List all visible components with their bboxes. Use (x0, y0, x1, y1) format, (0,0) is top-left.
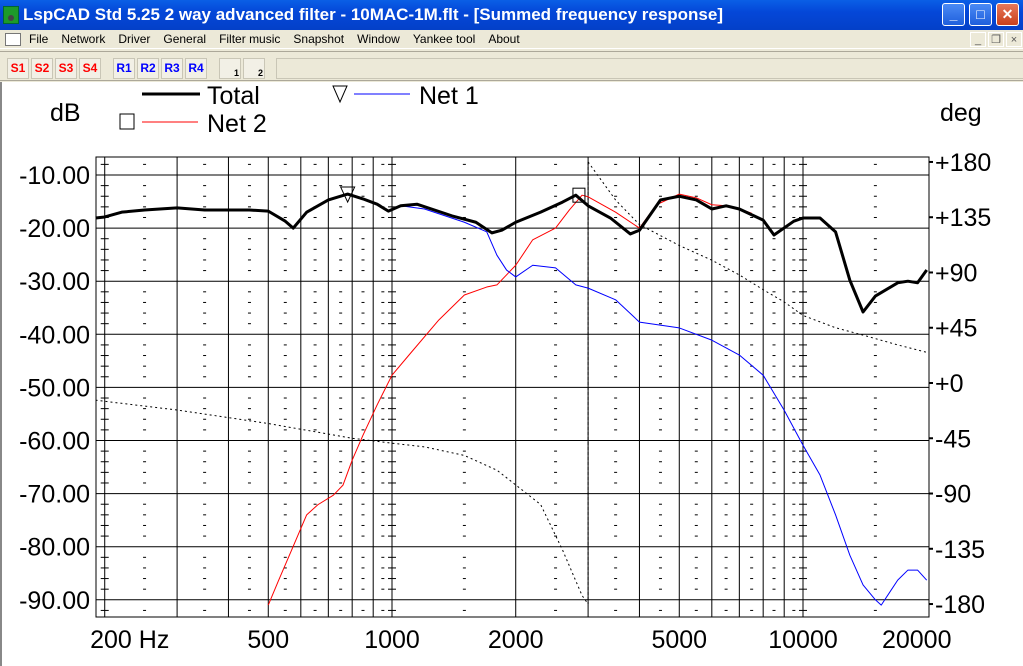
document-icon[interactable] (5, 32, 21, 46)
s3-button[interactable]: S3 (55, 58, 77, 79)
y2-tick-label: -135 (935, 536, 985, 564)
app-icon (3, 6, 19, 24)
menu-window[interactable]: Window (357, 32, 400, 46)
y2-tick-label: +180 (935, 149, 991, 177)
close-button[interactable]: ✕ (996, 3, 1019, 26)
legend-square-icon (119, 113, 135, 130)
x-tick-label: 200 Hz (90, 626, 169, 654)
legend-label-net1: Net 1 (419, 82, 479, 110)
menu-filter-music[interactable]: Filter music (219, 32, 281, 46)
menu-yankee-tool[interactable]: Yankee tool (412, 32, 476, 46)
y-tick-label: -30.00 (19, 268, 90, 296)
r3-button[interactable]: R3 (161, 58, 183, 79)
mdi-minimize-button[interactable]: _ (970, 32, 986, 47)
x-tick-label: 20000 (882, 626, 952, 654)
menu-bar: File Network Driver General Filter music… (0, 30, 1023, 49)
s2-button[interactable]: S2 (31, 58, 53, 79)
series-net-1 (400, 205, 928, 606)
y2-tick-label: +90 (935, 259, 977, 287)
y2-tick-label: -180 (935, 591, 985, 619)
net1-marker-triangle (339, 186, 356, 204)
y2-tick-label: +135 (935, 204, 991, 232)
minimize-button[interactable]: _ (942, 3, 965, 26)
net2-marker-square (572, 187, 586, 203)
y2-tick-label: -45 (935, 425, 971, 453)
menu-network[interactable]: Network (61, 32, 106, 46)
x-tick-label: 500 (247, 626, 289, 654)
chart-area (0, 82, 1023, 666)
menu-file[interactable]: File (29, 32, 49, 46)
y2-tick-label: +45 (935, 315, 977, 343)
s4-button[interactable]: S4 (79, 58, 101, 79)
x-tick-label: 1000 (364, 626, 420, 654)
r2-button[interactable]: R2 (137, 58, 159, 79)
y-tick-label: -50.00 (19, 374, 90, 402)
y-axis-label: dB (50, 99, 81, 127)
menu-driver[interactable]: Driver (118, 32, 151, 46)
menu-general[interactable]: General (163, 32, 207, 46)
toolbar-panel (276, 58, 1023, 79)
y-tick-label: -80.00 (19, 534, 90, 562)
series-total (95, 192, 928, 314)
maximize-button[interactable]: □ (969, 3, 992, 26)
legend-triangle-icon (332, 85, 348, 104)
y-tick-label: -60.00 (19, 428, 90, 456)
y-tick-label: -10.00 (19, 162, 90, 190)
legend-label-net2: Net 2 (207, 110, 267, 138)
legend-label-total: Total (207, 82, 260, 110)
x-tick-label: 2000 (488, 626, 544, 654)
menu-snapshot[interactable]: Snapshot (293, 32, 345, 46)
mdi-restore-button[interactable]: ❐ (988, 32, 1004, 47)
y-tick-label: -70.00 (19, 481, 90, 509)
toolbar: S1 S2 S3 S4 R1 R2 R3 R4 1 2 (0, 51, 1023, 81)
y-tick-label: -20.00 (19, 215, 90, 243)
y-tick-label: -40.00 (19, 321, 90, 349)
net1-filter-button[interactable]: 1 (219, 58, 241, 79)
plot-frame (95, 156, 930, 618)
x-tick-label: 10000 (768, 626, 838, 654)
series-net-2 (267, 193, 752, 606)
menu-about[interactable]: About (488, 32, 520, 46)
y-tick-label: -90.00 (19, 587, 90, 615)
x-tick-label: 5000 (651, 626, 707, 654)
r4-button[interactable]: R4 (185, 58, 207, 79)
s1-button[interactable]: S1 (7, 58, 29, 79)
mdi-close-button[interactable]: × (1006, 32, 1022, 47)
y2-axis-label: deg (940, 99, 982, 127)
y2-tick-label: +0 (935, 370, 964, 398)
phase-curve (587, 161, 927, 353)
window-title: LspCAD Std 5.25 2 way advanced filter - … (23, 5, 723, 24)
y2-tick-label: -90 (935, 481, 971, 509)
phase-curve (95, 399, 589, 605)
r1-button[interactable]: R1 (113, 58, 135, 79)
title-bar: LspCAD Std 5.25 2 way advanced filter - … (0, 0, 1023, 30)
net2-filter-button[interactable]: 2 (243, 58, 265, 79)
